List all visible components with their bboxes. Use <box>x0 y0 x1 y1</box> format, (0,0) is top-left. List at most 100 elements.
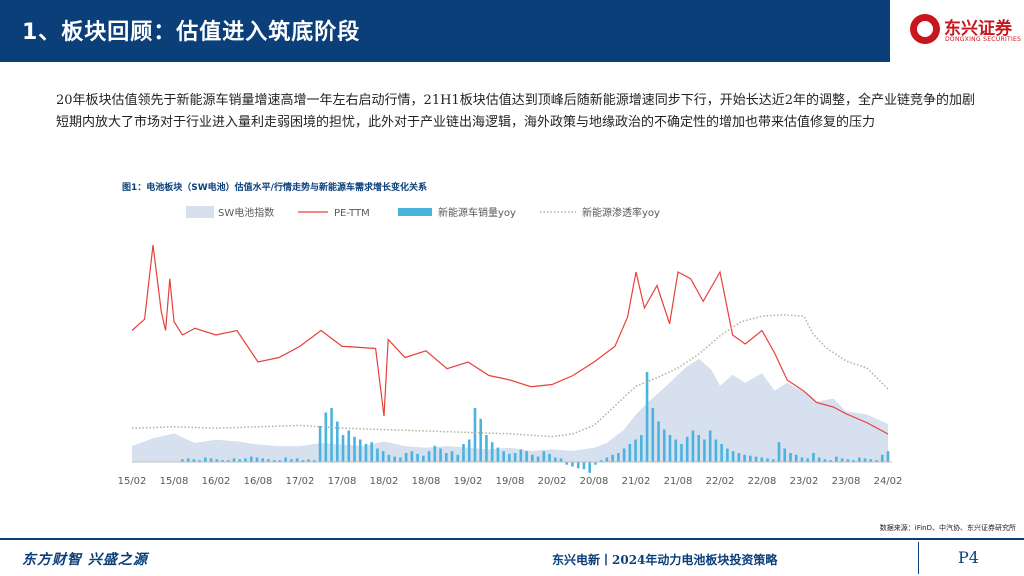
x-tick-label: 22/08 <box>748 476 777 487</box>
x-tick-label: 21/02 <box>622 476 651 487</box>
x-tick-label: 15/02 <box>118 476 147 487</box>
sales-yoy-bar <box>456 454 460 462</box>
sales-yoy-bar <box>599 460 603 462</box>
sales-yoy-bar <box>439 448 442 462</box>
sales-yoy-bar <box>588 462 591 473</box>
sales-yoy-bar <box>387 454 391 462</box>
x-tick-label: 18/08 <box>412 476 441 487</box>
sales-yoy-bar <box>467 439 471 462</box>
sales-yoy-bar <box>502 451 505 462</box>
sales-yoy-bar <box>662 429 666 462</box>
sales-yoy-bar <box>542 451 546 462</box>
x-tick-label: 19/08 <box>496 476 525 487</box>
sales-yoy-bar <box>267 459 270 462</box>
x-tick-label: 24/02 <box>874 476 903 487</box>
sales-yoy-bar <box>422 455 425 462</box>
sales-yoy-bar <box>817 457 821 462</box>
sales-yoy-bar <box>657 421 660 462</box>
sales-yoy-bar <box>531 454 534 462</box>
sales-yoy-bar <box>720 444 723 462</box>
sales-yoy-bar <box>622 448 626 462</box>
index-area <box>132 358 888 462</box>
sales-yoy-bar <box>697 435 700 462</box>
sales-yoy-bar <box>318 426 322 462</box>
footer-report-title: 东兴电新丨2024年动力电池板块投资策略 <box>552 553 778 567</box>
sales-yoy-bar <box>416 453 419 462</box>
sales-yoy-bar <box>617 453 620 462</box>
legend-label: 新能源渗透率yoy <box>582 206 660 219</box>
sales-yoy-bar <box>571 462 574 467</box>
sales-yoy-bar <box>594 462 597 465</box>
chart-title: 图1：电池板块（SW电池）估值水平/行情走势与新能源车需求增长变化关系 <box>122 183 427 193</box>
sales-yoy-bar <box>651 408 655 462</box>
sales-yoy-bar <box>846 459 850 462</box>
sales-yoy-bar <box>204 457 207 462</box>
sales-yoy-bar <box>668 435 672 462</box>
sales-yoy-bar <box>393 456 396 462</box>
sales-yoy-bar <box>754 456 758 462</box>
sales-yoy-bar <box>198 460 201 462</box>
sales-yoy-bar <box>295 458 299 462</box>
sales-yoy-bar <box>634 439 637 462</box>
sales-yoy-bar <box>525 451 528 462</box>
sales-yoy-bar <box>519 449 523 462</box>
x-tick-label: 17/08 <box>328 476 357 487</box>
sales-yoy-bar <box>307 459 310 462</box>
x-axis: 15/02 15/08 16/02 16/08 17/02 17/08 18/02 18/08… <box>118 461 903 487</box>
sales-yoy-bar <box>737 453 741 462</box>
sales-yoy-bar <box>433 445 437 462</box>
sales-yoy-bar <box>232 458 236 462</box>
sales-yoy-bar <box>726 448 729 462</box>
sales-yoy-bar <box>812 453 815 462</box>
sales-yoy-bar <box>324 412 328 462</box>
x-tick-label: 23/08 <box>832 476 861 487</box>
penetration-yoy-path <box>131 314 889 438</box>
sales-yoy-bar <box>462 444 465 462</box>
sales-yoy-bar <box>513 453 517 462</box>
sales-yoy-bar <box>714 439 718 462</box>
sales-yoy-bar <box>869 459 873 462</box>
sales-yoy-bar <box>852 460 855 462</box>
sales-yoy-bar <box>553 457 557 462</box>
sales-yoy-bar <box>611 454 614 462</box>
sales-yoy-bar <box>536 456 540 462</box>
sales-yoy-bar <box>192 459 196 462</box>
sales-yoy-bar <box>181 459 184 462</box>
sales-yoy-bar <box>749 455 752 462</box>
sales-yoy-bar <box>640 435 643 462</box>
logo-icon <box>910 14 940 44</box>
sales-yoy-bar <box>444 453 448 462</box>
sales-yoy-bar <box>485 435 488 462</box>
page-title: 1、板块回顾：估值进入筑底阶段 <box>22 20 361 45</box>
sales-yoy-bar <box>777 442 781 462</box>
sales-yoy-bar <box>226 460 230 462</box>
x-tick-label: 18/02 <box>370 476 399 487</box>
sales-yoy-bar <box>886 451 890 462</box>
sales-yoy-bar <box>473 408 477 462</box>
sales-yoy-bar <box>559 458 563 462</box>
sales-yoy-bar <box>858 457 861 462</box>
sales-yoy-bar <box>255 457 259 462</box>
x-tick-label: 19/02 <box>454 476 483 487</box>
sales-yoy-bar <box>238 459 242 462</box>
sales-yoy-bar <box>376 448 379 462</box>
sales-yoy-bar <box>249 456 253 462</box>
legend-label: SW电池指数 <box>218 206 274 219</box>
x-tick-label: 20/02 <box>538 476 567 487</box>
sales-yoy-bar <box>691 430 695 462</box>
sales-yoy-bar <box>789 453 792 462</box>
legend-label: 新能源车销量yoy <box>438 206 516 219</box>
sales-yoy-bar <box>496 447 500 462</box>
pe-ttm-line <box>131 244 889 435</box>
sales-yoy-bar <box>209 458 213 462</box>
sales-yoy-bar <box>548 453 551 462</box>
page-number: P4 <box>958 548 979 567</box>
sales-yoy-bar <box>427 451 431 462</box>
sales-yoy-bar <box>840 458 844 462</box>
sales-yoy-bar <box>244 458 247 462</box>
sales-yoy-bar <box>875 460 878 462</box>
sales-yoy-bar <box>863 458 867 462</box>
sales-yoy-bar <box>335 421 339 462</box>
sales-yoy-bar <box>261 458 265 462</box>
